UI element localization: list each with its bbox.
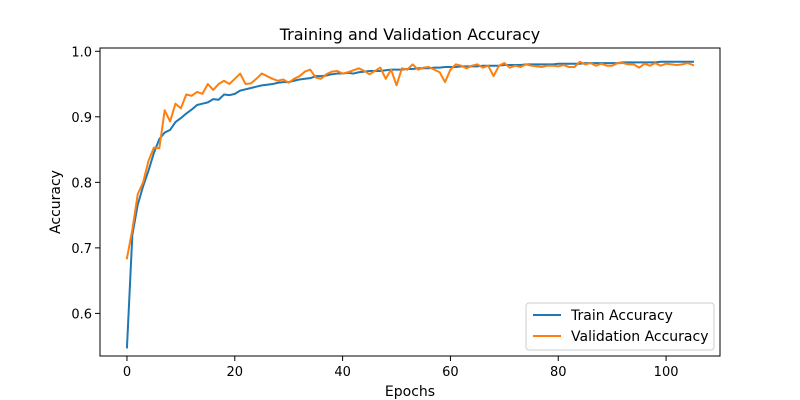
legend-label-validation: Validation Accuracy <box>571 329 709 345</box>
legend-label-train: Train Accuracy <box>570 308 673 324</box>
y-tick-label: 0.8 <box>71 176 92 191</box>
y-tick-label: 0.6 <box>71 307 92 322</box>
legend-box <box>525 302 715 351</box>
chart-title: Training and Validation Accuracy <box>279 25 541 44</box>
y-tick-label: 1.0 <box>71 45 92 60</box>
plot-area <box>125 60 695 349</box>
x-tick-label: 60 <box>442 365 459 380</box>
series-line-validation <box>125 60 695 260</box>
axes-frame <box>99 47 721 357</box>
y-tick-label: 0.7 <box>71 242 92 257</box>
x-tick-label: 40 <box>334 365 351 380</box>
y-tick-label: 0.9 <box>71 111 92 126</box>
x-tick-label: 0 <box>123 365 131 380</box>
y-axis-ticks: 0.6 0.7 0.8 0.9 1.0 <box>71 45 100 322</box>
series-line-train <box>125 60 695 349</box>
x-tick-label: 20 <box>227 365 244 380</box>
x-axis-ticks: 0 20 40 60 80 100 <box>123 356 679 380</box>
x-axis-label: Epochs <box>385 384 435 400</box>
x-tick-label: 80 <box>550 365 567 380</box>
chart-legend: Train Accuracy Validation Accuracy <box>525 302 715 351</box>
x-tick-label: 100 <box>654 365 679 380</box>
y-axis-label: Accuracy <box>48 170 64 234</box>
